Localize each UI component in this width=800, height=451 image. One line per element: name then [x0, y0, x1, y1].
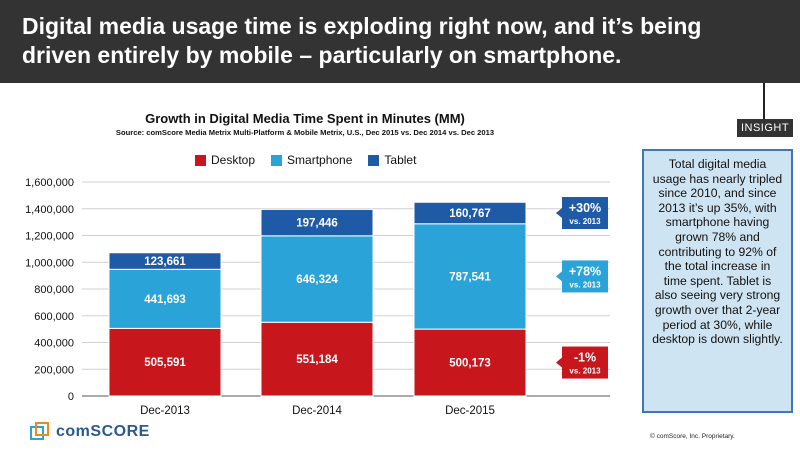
- data-label-smartphone: 646,324: [296, 274, 338, 286]
- bar-segment-desktop: [413, 328, 527, 397]
- legend-swatch-desktop: [195, 154, 206, 166]
- data-label-desktop: 505,591: [144, 357, 186, 369]
- chart-legend: Desktop Smartphone Tablet: [195, 153, 416, 167]
- callout-box-desktop: [562, 346, 608, 379]
- legend-item-tablet: Tablet: [368, 153, 416, 167]
- bar-segment-smartphone: [260, 235, 374, 323]
- callout-value-desktop: -1%: [574, 351, 596, 365]
- callout-note-smartphone: vs. 2013: [569, 280, 601, 289]
- callout-pointer-tablet: [556, 208, 562, 219]
- y-tick-label: 200,000: [34, 364, 74, 376]
- callout-note-desktop: vs. 2013: [569, 367, 601, 376]
- insight-box: Total digital media usage has nearly tri…: [642, 149, 793, 413]
- data-label-tablet: 123,661: [144, 256, 186, 268]
- legend-swatch-tablet: [368, 154, 380, 166]
- copyright-text: © comScore, Inc. Proprietary.: [650, 433, 735, 440]
- y-tick-label: 600,000: [34, 311, 74, 323]
- y-tick-label: 1,600,000: [25, 177, 74, 189]
- comscore-logo-icon: [30, 422, 49, 440]
- bar-segment-desktop: [260, 321, 374, 397]
- y-tick-label: 1,400,000: [25, 204, 74, 216]
- y-tick-label: 0: [68, 391, 74, 403]
- insight-connector-line: [763, 83, 765, 121]
- legend-label-tablet: Tablet: [384, 153, 417, 167]
- data-label-tablet: 197,446: [296, 218, 338, 230]
- callout-note-tablet: vs. 2013: [569, 217, 601, 226]
- bar-segment-smartphone: [413, 223, 527, 330]
- bar-segment-smartphone: [108, 268, 222, 329]
- legend-swatch-smartphone: [271, 154, 283, 166]
- insight-label: INSIGHT: [737, 119, 793, 137]
- headline: Digital media usage time is exploding ri…: [22, 13, 702, 68]
- x-tick-label: Dec-2014: [292, 405, 342, 417]
- y-tick-label: 1,200,000: [25, 231, 74, 243]
- logo-text: comSCORE: [56, 423, 150, 440]
- data-label-desktop: 551,184: [296, 354, 338, 366]
- chart-source: Source: comScore Media Metrix Multi-Plat…: [115, 128, 495, 137]
- legend-label-desktop: Desktop: [211, 153, 256, 167]
- stacked-bar-chart: 0 200,000 400,000 600,000 800,000 1,000,000 1,…: [25, 177, 610, 417]
- x-tick-label: Dec-2013: [140, 405, 190, 417]
- comscore-logo: comSCORE: [30, 422, 150, 442]
- y-tick-label: 1,000,000: [25, 257, 74, 269]
- y-tick-label: 800,000: [34, 284, 74, 296]
- bar-segment-tablet: [413, 201, 527, 225]
- legend-label-smartphone: Smartphone: [287, 153, 353, 167]
- legend-item-desktop: Desktop: [195, 153, 255, 167]
- data-label-smartphone: 787,541: [449, 271, 491, 283]
- insight-text: Total digital media usage has nearly tri…: [652, 157, 783, 347]
- header-banner: Digital media usage time is exploding ri…: [0, 0, 800, 83]
- callout-value-smartphone: +78%: [569, 264, 601, 278]
- chart-title: Growth in Digital Media Time Spent in Mi…: [145, 111, 465, 126]
- bar-segment-desktop: [108, 327, 222, 397]
- callout-pointer-desktop: [556, 357, 562, 368]
- callout-pointer-smartphone: [556, 271, 562, 282]
- callout-value-tablet: +30%: [569, 201, 601, 215]
- y-tick-label: 400,000: [34, 338, 74, 350]
- data-label-desktop: 500,173: [449, 358, 491, 370]
- bar-segment-tablet: [260, 208, 374, 237]
- legend-item-smartphone: Smartphone: [271, 153, 352, 167]
- bar-segment-tablet: [108, 252, 222, 270]
- x-tick-label: Dec-2015: [445, 405, 495, 417]
- callout-box-tablet: [562, 197, 608, 230]
- data-label-tablet: 160,767: [449, 208, 491, 220]
- callout-box-smartphone: [562, 260, 608, 293]
- data-label-smartphone: 441,693: [144, 294, 186, 306]
